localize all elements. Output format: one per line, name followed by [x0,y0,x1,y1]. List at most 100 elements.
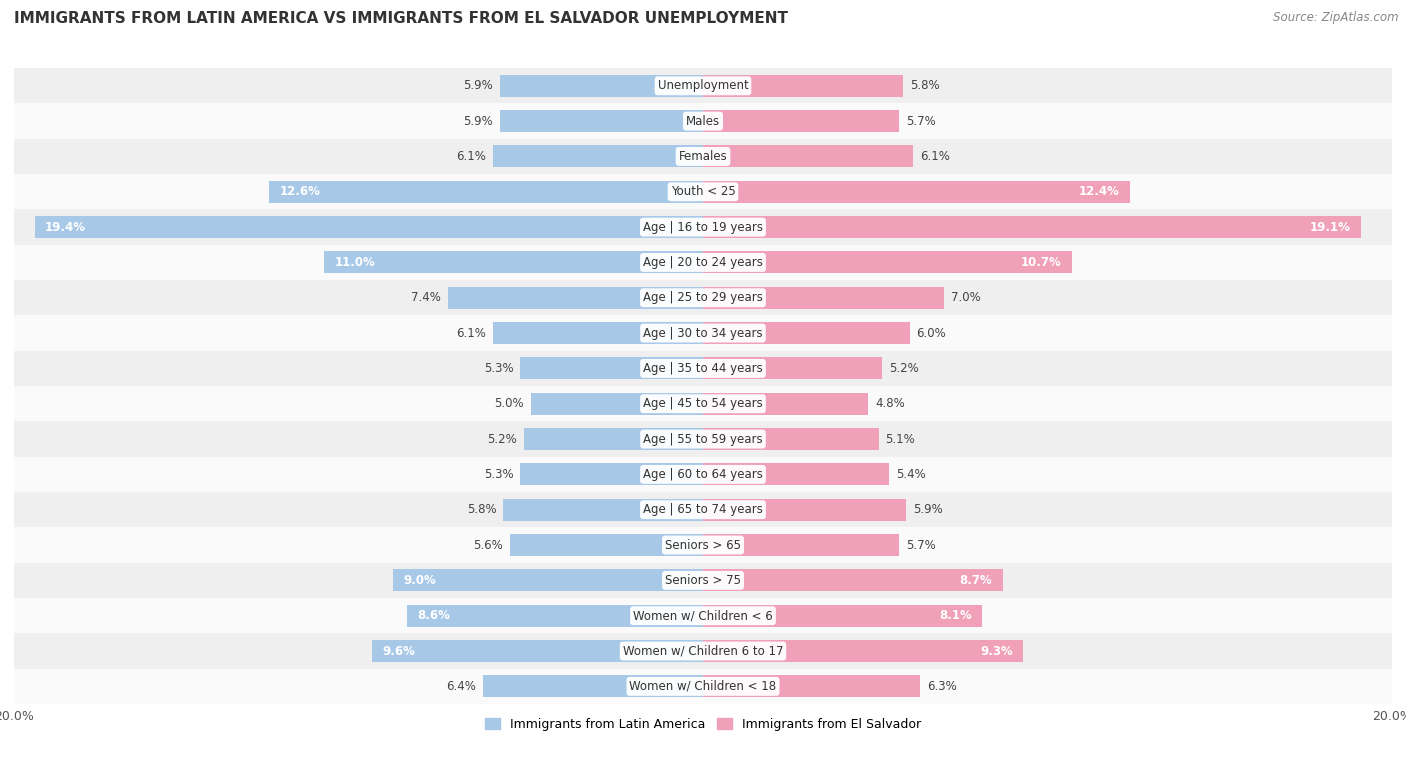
Bar [14,492,1392,528]
Bar [703,111,900,132]
Bar [14,174,1392,210]
Bar [14,316,1392,350]
Bar [14,386,1392,422]
Text: Seniors > 65: Seniors > 65 [665,538,741,552]
Bar [703,357,882,379]
Text: Age | 25 to 29 years: Age | 25 to 29 years [643,291,763,304]
Text: 4.8%: 4.8% [875,397,905,410]
Text: Source: ZipAtlas.com: Source: ZipAtlas.com [1274,11,1399,24]
Text: 6.4%: 6.4% [446,680,475,693]
Bar [406,605,703,627]
Bar [703,569,1002,591]
Text: Age | 65 to 74 years: Age | 65 to 74 years [643,503,763,516]
Bar [14,280,1392,316]
Text: 8.6%: 8.6% [418,609,450,622]
Text: 5.4%: 5.4% [896,468,925,481]
Text: 12.4%: 12.4% [1078,185,1119,198]
Bar [510,534,703,556]
Bar [392,569,703,591]
Bar [14,350,1392,386]
Text: Seniors > 75: Seniors > 75 [665,574,741,587]
Text: 9.3%: 9.3% [980,644,1012,658]
Bar [703,499,907,521]
Text: Age | 20 to 24 years: Age | 20 to 24 years [643,256,763,269]
Bar [494,145,703,167]
Text: 19.1%: 19.1% [1310,220,1351,234]
Text: 5.7%: 5.7% [907,114,936,128]
Bar [14,634,1392,668]
Bar [14,245,1392,280]
Text: Age | 55 to 59 years: Age | 55 to 59 years [643,432,763,446]
Bar [703,428,879,450]
Text: 5.6%: 5.6% [474,538,503,552]
Text: 8.7%: 8.7% [960,574,993,587]
Bar [703,287,945,309]
Text: Age | 30 to 34 years: Age | 30 to 34 years [643,326,763,340]
Text: IMMIGRANTS FROM LATIN AMERICA VS IMMIGRANTS FROM EL SALVADOR UNEMPLOYMENT: IMMIGRANTS FROM LATIN AMERICA VS IMMIGRA… [14,11,787,26]
Bar [703,640,1024,662]
Text: 5.9%: 5.9% [463,79,494,92]
Text: Age | 60 to 64 years: Age | 60 to 64 years [643,468,763,481]
Bar [524,428,703,450]
Text: 9.0%: 9.0% [404,574,436,587]
Bar [520,357,703,379]
Text: 11.0%: 11.0% [335,256,375,269]
Bar [703,393,869,415]
Bar [499,111,703,132]
Text: Age | 16 to 19 years: Age | 16 to 19 years [643,220,763,234]
Bar [703,463,889,485]
Bar [703,534,900,556]
Bar [14,668,1392,704]
Bar [703,605,981,627]
Text: 5.2%: 5.2% [889,362,918,375]
Bar [14,104,1392,139]
Text: 5.1%: 5.1% [886,432,915,446]
Bar [703,75,903,97]
Bar [703,322,910,344]
Text: 9.6%: 9.6% [382,644,416,658]
Text: 5.0%: 5.0% [495,397,524,410]
Text: 7.0%: 7.0% [950,291,981,304]
Bar [35,217,703,238]
Text: 6.0%: 6.0% [917,326,946,340]
Text: Age | 35 to 44 years: Age | 35 to 44 years [643,362,763,375]
Text: 5.3%: 5.3% [484,468,513,481]
Text: 6.3%: 6.3% [927,680,956,693]
Bar [499,75,703,97]
Text: 7.4%: 7.4% [412,291,441,304]
Bar [14,210,1392,245]
Bar [323,251,703,273]
Text: 5.3%: 5.3% [484,362,513,375]
Bar [703,181,1130,203]
Text: 5.9%: 5.9% [912,503,943,516]
Bar [14,139,1392,174]
Bar [14,528,1392,562]
Bar [14,456,1392,492]
Text: Females: Females [679,150,727,163]
Bar [520,463,703,485]
Bar [703,251,1071,273]
Bar [269,181,703,203]
Bar [449,287,703,309]
Text: Women w/ Children 6 to 17: Women w/ Children 6 to 17 [623,644,783,658]
Bar [14,562,1392,598]
Bar [703,145,912,167]
Text: 5.8%: 5.8% [910,79,939,92]
Text: 5.2%: 5.2% [488,432,517,446]
Bar [14,598,1392,634]
Bar [531,393,703,415]
Bar [14,68,1392,104]
Text: 19.4%: 19.4% [45,220,86,234]
Bar [703,217,1361,238]
Bar [703,675,920,697]
Text: 12.6%: 12.6% [280,185,321,198]
Text: Women w/ Children < 18: Women w/ Children < 18 [630,680,776,693]
Text: 6.1%: 6.1% [456,150,486,163]
Legend: Immigrants from Latin America, Immigrants from El Salvador: Immigrants from Latin America, Immigrant… [479,713,927,736]
Bar [494,322,703,344]
Text: 8.1%: 8.1% [939,609,972,622]
Text: 6.1%: 6.1% [920,150,950,163]
Bar [373,640,703,662]
Text: Women w/ Children < 6: Women w/ Children < 6 [633,609,773,622]
Text: Age | 45 to 54 years: Age | 45 to 54 years [643,397,763,410]
